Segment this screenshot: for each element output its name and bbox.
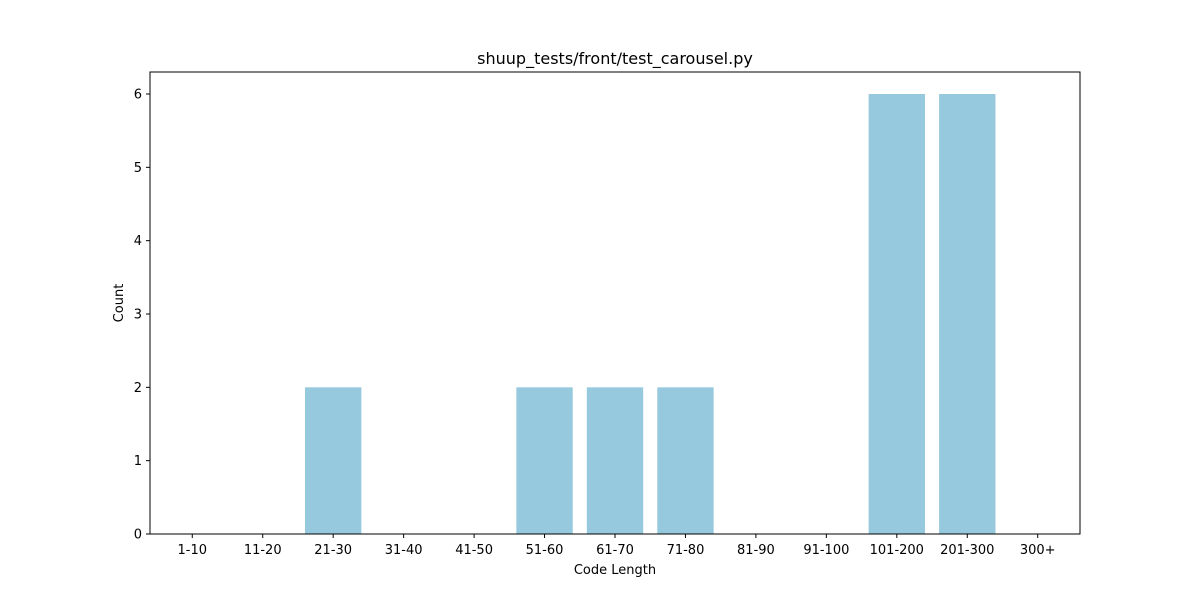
y-axis: 0 1 2 3 4 5 6 [134, 88, 150, 543]
y-tick-label: 3 [134, 308, 142, 323]
y-tick-label: 0 [134, 528, 142, 543]
x-tick-label: 11-20 [244, 543, 282, 558]
bar-21-30 [305, 387, 362, 534]
x-tick-label: 31-40 [385, 543, 423, 558]
bars-layer [305, 94, 996, 534]
y-tick-label: 2 [134, 381, 142, 396]
chart-title: shuup_tests/front/test_carousel.py [477, 49, 753, 69]
x-tick-label: 201-300 [940, 543, 994, 558]
x-tick-label: 61-70 [596, 543, 634, 558]
y-axis-label: Count [112, 284, 127, 323]
bar-101-200 [868, 94, 925, 534]
x-tick-label: 300+ [1020, 543, 1056, 558]
y-tick-label: 5 [134, 161, 142, 176]
x-tick-label: 81-90 [737, 543, 775, 558]
x-tick-label: 1-10 [178, 543, 208, 558]
x-tick-label: 101-200 [870, 543, 924, 558]
x-axis-label: Code Length [574, 563, 656, 578]
x-tick-label: 91-100 [803, 543, 849, 558]
bar-51-60 [516, 387, 573, 534]
y-tick-label: 1 [134, 454, 142, 469]
x-tick-label: 41-50 [455, 543, 493, 558]
y-tick-label: 6 [134, 88, 142, 103]
bar-71-80 [657, 387, 714, 534]
x-tick-label: 21-30 [314, 543, 352, 558]
x-tick-label: 51-60 [526, 543, 564, 558]
x-tick-label: 71-80 [667, 543, 705, 558]
bar-201-300 [939, 94, 996, 534]
y-tick-label: 4 [134, 234, 142, 249]
bar-61-70 [586, 387, 644, 534]
x-axis: 1-10 11-20 21-30 31-40 41-50 51-60 61-70 71-80 8… [178, 534, 1056, 558]
